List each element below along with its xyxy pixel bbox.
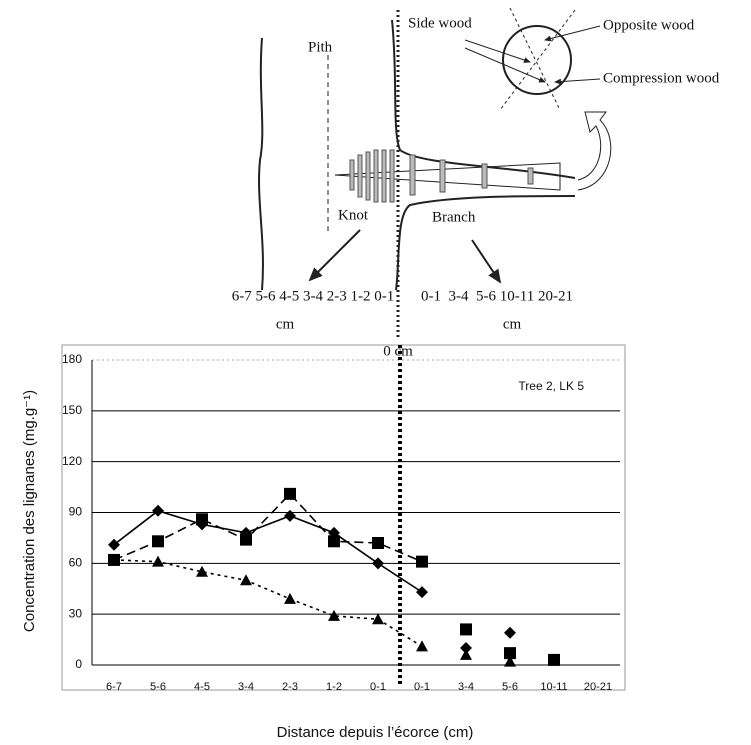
x-tick-label: 3-4 [238,681,254,693]
y-axis-title: Concentration des lignanes (mg.g⁻¹) [21,390,38,632]
section-axis [499,9,576,111]
section-axis [509,7,561,111]
point [152,504,164,517]
point [460,623,472,636]
point [284,509,296,522]
point [284,592,296,604]
scale: 6-7 5-6 4-5 3-4 2-3 1-2 0-1 [232,288,394,304]
point [152,535,164,548]
point [284,487,296,500]
x-tick-label: 5-6 [502,681,518,693]
y-tick-label: 180 [62,352,82,366]
unit: cm [276,316,295,332]
point [504,655,516,667]
point [328,609,340,621]
x-tick-label: 4-5 [194,681,210,693]
arrow [464,39,531,63]
point [548,653,560,666]
point [460,648,472,660]
point [108,538,120,551]
label: Branch [432,209,476,225]
y-tick-label: 90 [69,505,83,519]
rotate-arrow [577,111,612,191]
series-line [113,492,423,563]
arrow [464,47,546,83]
x-tick-label: 20-21 [584,681,612,693]
x-tick-label: 6-7 [106,681,122,693]
label: Knot [338,207,369,223]
chart-frame [61,344,626,691]
knot-cone [334,162,561,191]
point [372,613,384,625]
arrow [554,78,601,85]
arrow [471,239,502,284]
point [108,553,120,565]
label: Side wood [408,15,472,31]
label: Opposite wood [603,17,695,33]
point [196,513,208,526]
point [504,626,516,639]
point [328,535,340,548]
scale: 0-1 3-4 5-6 10-11 20-21 [421,288,573,304]
chart: Tree 2, LK 5 Concentration des lignanes … [21,344,626,741]
y-tick-label: 30 [69,606,83,620]
point [152,555,164,567]
unit: cm [503,316,522,332]
y-tick-label: 60 [69,556,83,570]
point [240,574,252,586]
x-tick-label: 2-3 [282,681,298,693]
branch-top [391,19,576,179]
arrow [544,25,601,42]
x-tick-label: 5-6 [150,681,166,693]
x-tick-label: 0-1 [370,681,386,693]
point [504,647,516,660]
point [240,533,252,546]
label: Pith [308,39,333,55]
series-line [113,559,423,648]
x-tick-label: 1-2 [326,681,342,693]
section-circle [502,25,572,95]
y-tick-label: 0 [75,657,82,671]
point [372,557,384,570]
point [416,586,428,599]
x-axis-title: Distance depuis l’écorce (cm) [277,724,474,741]
y-tick-label: 150 [62,403,82,417]
point [196,565,208,577]
series-line [113,509,423,593]
x-tick-label: 3-4 [458,681,474,693]
point [372,537,384,549]
arrow [308,229,361,282]
point [460,642,472,655]
wood-diagram [258,7,612,340]
x-tick-label: 0-1 [414,681,430,693]
knot-rings [349,149,534,203]
point [416,640,428,652]
y-tick-label: 120 [62,454,82,468]
branch-bottom [395,195,576,291]
annotation: Tree 2, LK 5 [518,379,584,393]
label: Compression wood [603,70,720,86]
point [416,555,428,568]
x-tick-label: 10-11 [540,681,567,693]
bark [258,37,264,291]
